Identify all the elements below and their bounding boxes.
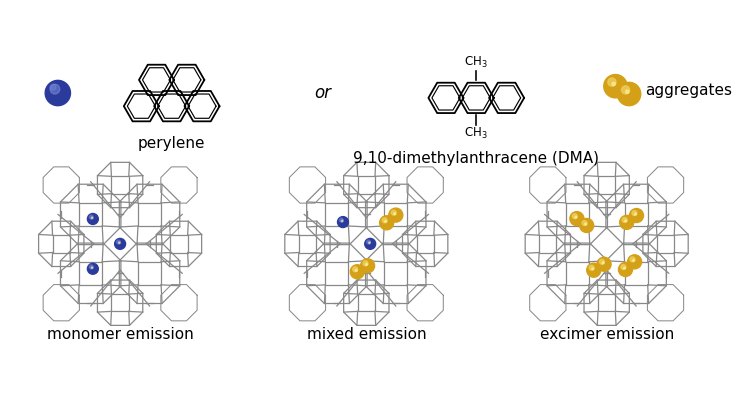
Circle shape: [620, 215, 634, 229]
Circle shape: [590, 265, 594, 270]
Circle shape: [352, 267, 358, 272]
Circle shape: [632, 259, 634, 262]
Circle shape: [622, 86, 630, 94]
Circle shape: [89, 265, 93, 269]
Text: CH$_3$: CH$_3$: [464, 126, 488, 141]
Text: aggregates: aggregates: [646, 83, 733, 98]
Text: CH$_3$: CH$_3$: [464, 55, 488, 70]
Circle shape: [388, 208, 403, 222]
Circle shape: [116, 240, 121, 244]
Circle shape: [623, 267, 626, 269]
Circle shape: [338, 217, 349, 228]
Text: perylene: perylene: [138, 136, 206, 151]
Circle shape: [604, 75, 627, 98]
Circle shape: [570, 212, 584, 226]
Circle shape: [50, 84, 56, 90]
Circle shape: [356, 269, 357, 271]
Text: excimer emission: excimer emission: [539, 326, 674, 341]
Text: 9,10-dimethylanthracene (DMA): 9,10-dimethylanthracene (DMA): [353, 151, 599, 166]
Circle shape: [394, 213, 396, 215]
Circle shape: [574, 216, 577, 218]
Circle shape: [340, 218, 344, 222]
Circle shape: [626, 90, 629, 94]
Circle shape: [608, 78, 616, 86]
Circle shape: [365, 263, 368, 265]
Circle shape: [45, 80, 70, 106]
Circle shape: [350, 265, 364, 279]
Circle shape: [392, 210, 396, 215]
Circle shape: [599, 259, 604, 264]
Circle shape: [629, 209, 644, 222]
Circle shape: [619, 262, 632, 277]
Circle shape: [88, 213, 98, 224]
Circle shape: [92, 217, 93, 219]
Circle shape: [621, 264, 626, 269]
Circle shape: [634, 213, 637, 215]
Circle shape: [602, 262, 604, 264]
Circle shape: [632, 211, 637, 215]
Circle shape: [628, 255, 641, 269]
Circle shape: [364, 239, 376, 249]
Circle shape: [361, 259, 374, 273]
Circle shape: [582, 221, 587, 226]
Circle shape: [363, 261, 368, 266]
Circle shape: [92, 267, 93, 269]
Circle shape: [592, 268, 594, 270]
Circle shape: [612, 82, 616, 85]
Circle shape: [341, 220, 343, 222]
Circle shape: [368, 242, 370, 243]
Circle shape: [597, 257, 611, 271]
Circle shape: [580, 218, 594, 232]
Circle shape: [382, 218, 387, 223]
Circle shape: [380, 216, 394, 230]
Circle shape: [385, 220, 387, 222]
Circle shape: [622, 217, 627, 222]
Circle shape: [572, 214, 578, 219]
Circle shape: [50, 84, 60, 94]
Text: or: or: [314, 84, 331, 102]
Circle shape: [118, 242, 120, 243]
Text: mixed emission: mixed emission: [307, 326, 426, 341]
Circle shape: [88, 263, 98, 274]
Circle shape: [586, 263, 601, 277]
Circle shape: [115, 239, 125, 249]
Circle shape: [630, 257, 635, 262]
Circle shape: [584, 223, 586, 225]
Circle shape: [89, 215, 93, 219]
Circle shape: [617, 82, 640, 106]
Circle shape: [367, 240, 370, 244]
Text: monomer emission: monomer emission: [46, 326, 194, 341]
Circle shape: [625, 220, 627, 222]
